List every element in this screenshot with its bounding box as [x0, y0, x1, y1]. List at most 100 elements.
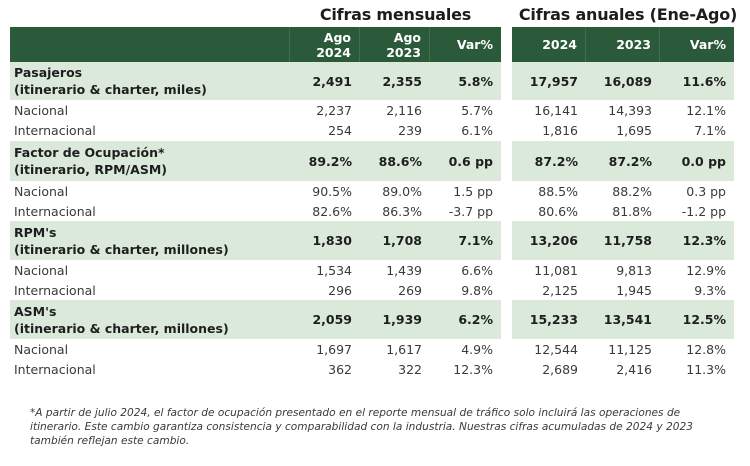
value-2023: 88.2%	[612, 183, 652, 199]
value-ago-2023: 2,116	[386, 102, 422, 118]
row-label: Nacional	[14, 183, 69, 199]
footnote: *A partir de julio 2024, el factor de oc…	[30, 407, 693, 447]
value-ago-2024: 2,491	[312, 73, 352, 89]
value-2024: 17,957	[529, 73, 578, 89]
value-ago-2023: 239	[398, 123, 422, 138]
value-2023: 13,541	[603, 312, 652, 327]
table-row: 1,816 1,695 7.1%	[512, 120, 734, 141]
value-ago-2024: 2,059	[312, 312, 352, 327]
value-var-pct: -1.2 pp	[681, 203, 726, 219]
row-label: Pasajeros (itinerario & charter, miles)	[14, 65, 207, 97]
monthly-figures-title: Cifras mensuales	[319, 5, 472, 24]
value-var-pct: 5.8%	[458, 73, 493, 89]
value-2024: 16,141	[534, 102, 578, 118]
value-var-pct: 12.3%	[682, 233, 726, 248]
value-var-pct: 9.8%	[461, 282, 493, 298]
row-label: Internacional	[14, 282, 96, 298]
row-label: Internacional	[14, 361, 96, 377]
value-2023: 16,089	[603, 73, 652, 89]
value-ago-2023: 322	[398, 361, 422, 377]
value-2023: 81.8%	[612, 203, 652, 219]
table-row: Internacional 362 322 12.3%	[10, 359, 501, 379]
row-label: Nacional	[14, 102, 69, 118]
value-var-pct: 0.3 pp	[686, 183, 726, 199]
value-ago-2024: 89.2%	[308, 153, 352, 169]
value-var-pct: 11.6%	[682, 73, 726, 89]
table-row: 2,125 1,945 9.3%	[512, 280, 734, 300]
value-ago-2023: 1,708	[382, 233, 422, 248]
value-2023: 11,125	[608, 341, 652, 357]
value-2023: 9,813	[616, 262, 652, 278]
value-2024: 88.5%	[538, 183, 578, 199]
value-ago-2024: 296	[328, 282, 352, 298]
table-row: Nacional 1,697 1,617 4.9%	[10, 339, 501, 359]
value-var-pct: 6.6%	[461, 262, 493, 278]
table-row: Nacional 90.5% 89.0% 1.5 pp	[10, 181, 501, 201]
value-ago-2023: 269	[398, 282, 422, 298]
value-var-pct: 0.0 pp	[681, 153, 726, 169]
value-ago-2024: 2,237	[316, 102, 352, 118]
table-row: Internacional 296 269 9.8%	[10, 280, 501, 300]
table-header: Ago 2024 Ago 2023 Var%	[10, 27, 501, 62]
header-var-pct: Var%	[456, 37, 493, 52]
row-label: Factor de Ocupación* (itinerario, RPM/AS…	[14, 145, 167, 177]
row-label: Nacional	[14, 262, 69, 278]
value-var-pct: 6.2%	[458, 312, 493, 327]
table-row-main: 15,233 13,541 12.5%	[512, 300, 734, 339]
value-ago-2024: 82.6%	[312, 203, 352, 219]
value-ago-2024: 90.5%	[312, 183, 352, 199]
table-row: Nacional 1,534 1,439 6.6%	[10, 260, 501, 280]
value-var-pct: 12.1%	[686, 102, 726, 118]
value-var-pct: 9.3%	[694, 282, 726, 298]
value-ago-2023: 1,439	[386, 262, 422, 278]
header-ago-2023: Ago 2023	[360, 27, 430, 62]
value-var-pct: 7.1%	[694, 123, 726, 138]
value-var-pct: 12.8%	[686, 341, 726, 357]
value-2024: 15,233	[529, 312, 578, 327]
header-2024: 2024	[512, 27, 586, 62]
value-2024: 87.2%	[534, 153, 578, 169]
value-ago-2024: 1,830	[312, 233, 352, 248]
value-var-pct: 6.1%	[461, 123, 493, 138]
value-ago-2024: 362	[328, 361, 352, 377]
annual-table: 2024 2023 Var% 17,957 16,089 11.6% 16,141…	[512, 27, 734, 379]
value-ago-2023: 1,939	[382, 312, 422, 327]
table-row: Internacional 254 239 6.1%	[10, 120, 501, 141]
value-ago-2023: 86.3%	[382, 203, 422, 219]
table-row-main: RPM's (itinerario & charter, millones) 1,…	[10, 221, 501, 260]
value-var-pct: 12.5%	[682, 312, 726, 327]
value-2024: 1,816	[542, 123, 578, 138]
value-var-pct: 0.6 pp	[448, 153, 493, 169]
header-var-pct: Var%	[689, 37, 726, 52]
value-2024: 2,689	[542, 361, 578, 377]
value-ago-2024: 1,697	[316, 341, 352, 357]
value-var-pct: 1.5 pp	[453, 183, 493, 199]
value-var-pct: 4.9%	[461, 341, 493, 357]
table-row: 80.6% 81.8% -1.2 pp	[512, 201, 734, 221]
value-2023: 87.2%	[608, 153, 652, 169]
monthly-table: Ago 2024 Ago 2023 Var% Pasajeros (itinerar…	[10, 27, 501, 379]
table-row: 16,141 14,393 12.1%	[512, 100, 734, 120]
value-2024: 11,081	[534, 262, 578, 278]
value-2023: 11,758	[603, 233, 652, 248]
table-header: 2024 2023 Var%	[512, 27, 734, 62]
table-row-main: Pasajeros (itinerario & charter, miles) 2…	[10, 62, 501, 100]
value-2024: 2,125	[542, 282, 578, 298]
table-row-main: ASM's (itinerario & charter, millones) 2,…	[10, 300, 501, 339]
table-row: 2,689 2,416 11.3%	[512, 359, 734, 379]
row-label: RPM's (itinerario & charter, millones)	[14, 224, 229, 257]
table-row-main: 87.2% 87.2% 0.0 pp	[512, 141, 734, 181]
value-var-pct: 5.7%	[461, 102, 493, 118]
value-ago-2023: 2,355	[382, 73, 422, 89]
row-label: Internacional	[14, 123, 96, 138]
header-ago-2024: Ago 2024	[290, 27, 360, 62]
value-var-pct: -3.7 pp	[448, 203, 493, 219]
table-row-main: Factor de Ocupación* (itinerario, RPM/AS…	[10, 141, 501, 181]
table-row: 88.5% 88.2% 0.3 pp	[512, 181, 734, 201]
table-row: Nacional 2,237 2,116 5.7%	[10, 100, 501, 120]
header-2023: 2023	[586, 27, 660, 62]
value-2023: 1,695	[616, 123, 652, 138]
value-var-pct: 12.3%	[453, 361, 493, 377]
value-ago-2024: 1,534	[316, 262, 352, 278]
annual-figures-title: Cifras anuales (Ene-Ago)	[518, 5, 738, 24]
